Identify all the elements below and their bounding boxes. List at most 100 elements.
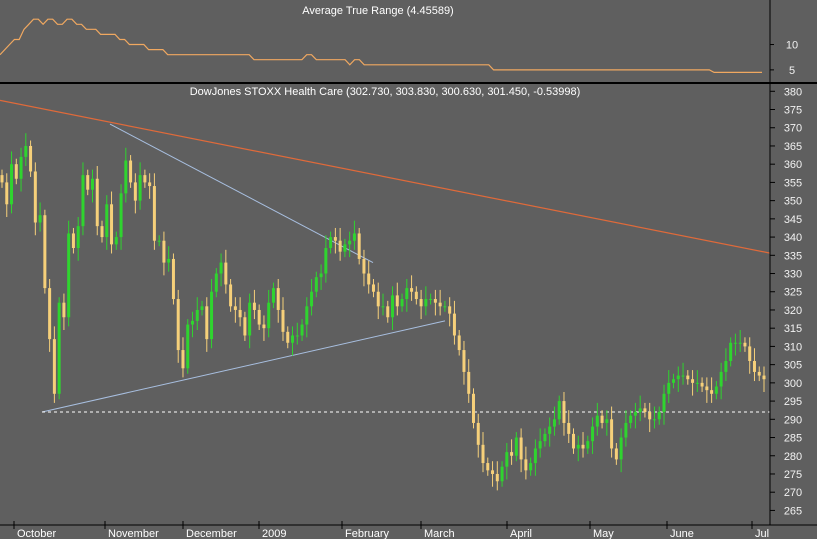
- candle-body: [414, 291, 418, 300]
- candle-body: [595, 415, 599, 427]
- candle-body: [462, 350, 466, 372]
- candle-body: [43, 215, 47, 289]
- month-label: April: [510, 528, 532, 539]
- candle-body: [305, 306, 309, 325]
- candle-body: [538, 441, 542, 449]
- candle-body: [562, 401, 566, 423]
- candle-body: [195, 309, 199, 321]
- month-label: March: [424, 528, 455, 539]
- price-panel: DowJones STOXX Health Care (302.730, 303…: [0, 86, 802, 517]
- candle-body: [452, 313, 456, 336]
- month-label: 2009: [262, 528, 286, 539]
- candle-body: [338, 240, 342, 252]
- candle-body: [343, 244, 347, 252]
- candle-body: [281, 309, 285, 332]
- candle-body: [619, 437, 623, 460]
- candle-body: [652, 419, 656, 421]
- candle-body: [481, 444, 485, 464]
- candle-body: [86, 175, 90, 190]
- candle-body: [633, 412, 637, 416]
- candle-body: [171, 258, 175, 300]
- candle-body: [310, 291, 314, 307]
- candle-body: [552, 419, 556, 427]
- atr-title: Average True Range (4.45589): [302, 5, 453, 17]
- candle-body: [405, 288, 409, 300]
- candle-body: [186, 324, 190, 369]
- candle-body: [614, 448, 618, 460]
- candle-body: [143, 175, 147, 183]
- candle-body: [386, 306, 390, 318]
- price-tick-label: 315: [784, 323, 802, 335]
- price-tick-label: 340: [784, 232, 802, 244]
- atr-tick-label: 5: [789, 65, 795, 77]
- candle-body: [214, 273, 218, 292]
- candle-body: [662, 393, 666, 413]
- candle-body: [148, 182, 152, 187]
- candle-body: [757, 371, 761, 376]
- price-tick-label: 275: [784, 469, 802, 481]
- candle-body: [362, 258, 366, 274]
- candle-body: [743, 342, 747, 347]
- candle-body: [114, 237, 118, 245]
- price-tick-label: 370: [784, 123, 802, 135]
- candle-body: [705, 386, 709, 391]
- price-tick-label: 375: [784, 105, 802, 117]
- candle-body: [567, 422, 571, 434]
- long-trendline: [0, 99, 771, 254]
- candle-body: [181, 350, 185, 369]
- candle-body: [548, 426, 552, 434]
- candle-body: [233, 306, 237, 310]
- candle-body: [648, 412, 652, 420]
- candle-body: [400, 299, 404, 307]
- price-tick-label: 280: [784, 451, 802, 463]
- candle-body: [124, 160, 128, 194]
- candle-body: [572, 433, 575, 449]
- candle-body: [238, 309, 242, 318]
- price-tick-label: 300: [784, 378, 802, 390]
- candle-body: [624, 422, 628, 438]
- candle-body: [495, 473, 499, 482]
- month-label: November: [108, 528, 159, 539]
- candle-body: [167, 258, 171, 263]
- candle-body: [429, 299, 433, 301]
- candle-body: [52, 339, 56, 394]
- price-tick-label: 285: [784, 433, 802, 445]
- candle-body: [71, 233, 75, 249]
- candle-body: [514, 437, 518, 456]
- month-label: February: [345, 528, 390, 539]
- candle-body: [657, 412, 661, 420]
- price-axis: 265 270 275 280 285 290 295 300 305 310 315 320 325 3…: [770, 86, 802, 517]
- candle-body: [324, 248, 328, 274]
- candle-body: [219, 262, 223, 274]
- candle-body: [424, 299, 428, 307]
- candle-body: [210, 291, 214, 340]
- x-axis: October November December 2009 February March…: [13, 521, 769, 539]
- candle-body: [276, 288, 280, 310]
- candle-body: [24, 145, 28, 157]
- candle-body: [533, 448, 537, 464]
- candle-body: [10, 164, 14, 205]
- candle-body: [395, 295, 399, 307]
- month-label: October: [17, 528, 56, 539]
- candle-body: [700, 382, 704, 387]
- candle-body: [291, 335, 295, 343]
- price-tick-label: 330: [784, 269, 802, 281]
- candle-body: [352, 233, 356, 241]
- candle-body: [33, 171, 37, 223]
- candle-body: [286, 331, 290, 343]
- candle-body: [672, 379, 676, 383]
- price-tick-label: 310: [784, 341, 802, 353]
- candle-body: [133, 182, 137, 201]
- candle-body: [519, 437, 523, 460]
- candle-body: [529, 463, 533, 471]
- candle-body: [243, 317, 247, 336]
- price-tick-label: 320: [784, 305, 802, 317]
- candle-body: [152, 186, 156, 241]
- candle-body: [443, 306, 447, 308]
- candle-body: [81, 175, 85, 227]
- candle-body: [471, 393, 475, 423]
- price-tick-label: 270: [784, 487, 802, 499]
- candle-body: [686, 375, 690, 380]
- candle-body: [629, 415, 633, 423]
